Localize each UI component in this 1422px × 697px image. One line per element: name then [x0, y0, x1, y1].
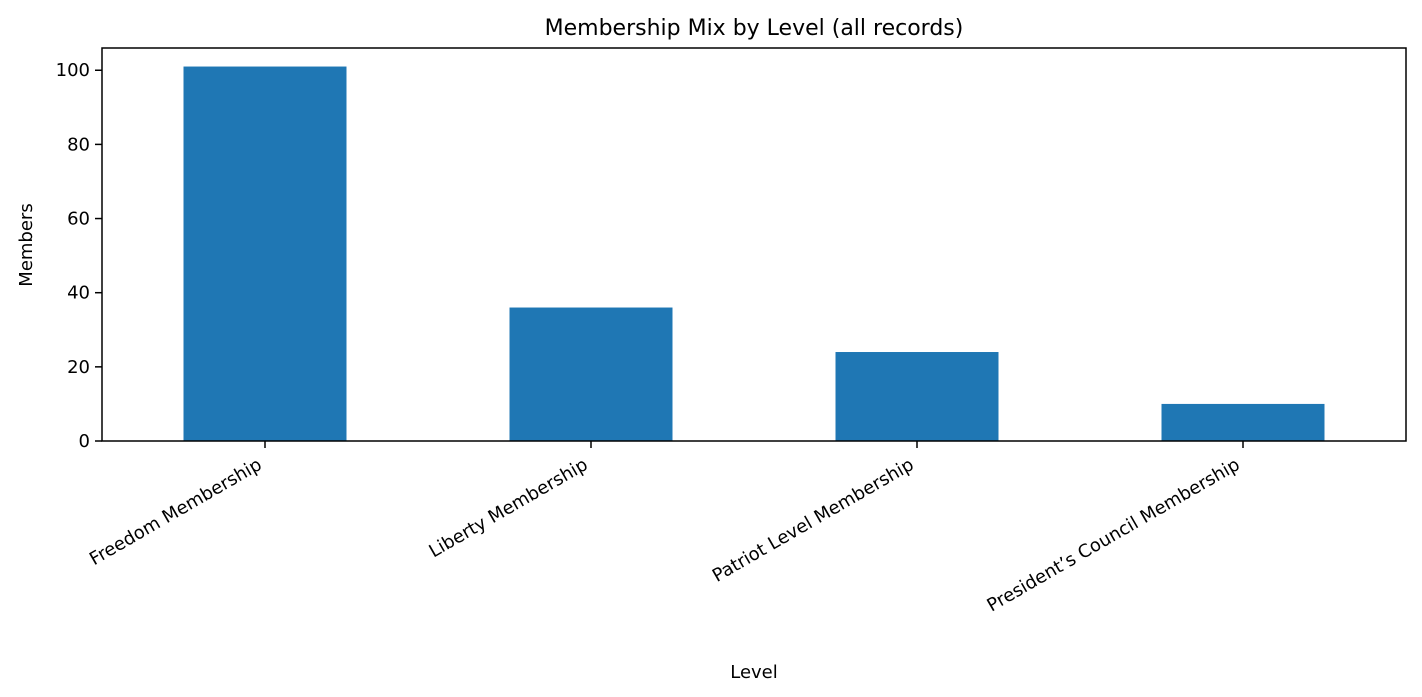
- bar-freedom-membership: [183, 66, 347, 442]
- x-axis: Freedom Membership Liberty Membership Patr…: [86, 441, 1244, 616]
- bars-group: [183, 66, 1325, 442]
- x-tick-label: President’s Council Membership: [984, 454, 1244, 616]
- y-axis-label: Members: [16, 203, 37, 286]
- y-tick-label: 60: [67, 209, 90, 230]
- bar-patriot-level-membership: [835, 352, 999, 441]
- x-tick-label: Patriot Level Membership: [709, 454, 918, 587]
- y-axis: 0 20 40 60 80 100: [56, 60, 102, 452]
- y-tick-label: 20: [67, 357, 90, 378]
- plot-frame: [101, 47, 1407, 442]
- bar-president-s-council-membership: [1161, 403, 1325, 441]
- y-tick-label: 40: [67, 283, 90, 304]
- x-axis-label: Level: [730, 662, 778, 683]
- y-tick-label: 100: [56, 60, 90, 81]
- bar-liberty-membership: [509, 307, 673, 441]
- chart-title: Membership Mix by Level (all records): [545, 16, 964, 41]
- x-tick-label: Liberty Membership: [425, 454, 591, 562]
- x-tick-label: Freedom Membership: [86, 454, 266, 570]
- y-tick-label: 0: [79, 431, 90, 452]
- y-tick-label: 80: [67, 134, 90, 155]
